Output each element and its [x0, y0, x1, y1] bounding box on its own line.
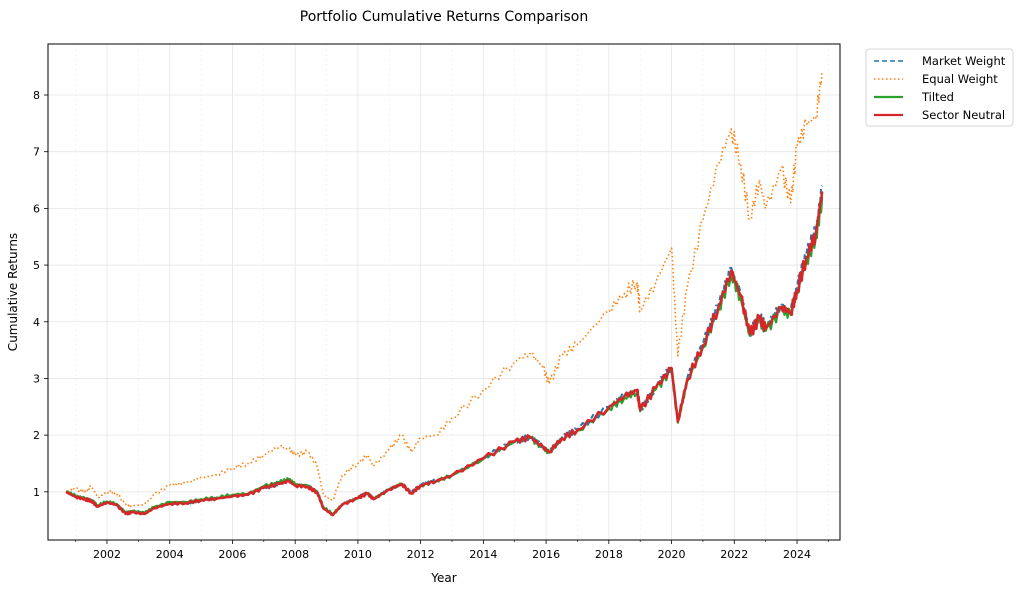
- series-line-tilted: [65, 197, 824, 515]
- y-tick-label: 3: [33, 372, 40, 385]
- y-tick-label: 7: [33, 146, 40, 159]
- series-line-market-weight: [65, 185, 823, 516]
- series-line-equal-weight: [65, 72, 823, 508]
- x-tick-label: 2024: [783, 548, 811, 561]
- legend: Market Weight Equal Weight Tilted Sector Ne…: [865, 48, 1014, 127]
- x-tick-label: 2018: [595, 548, 623, 561]
- x-tick-label: 2012: [407, 548, 435, 561]
- plot-frame: [47, 43, 841, 541]
- y-tick-label: 1: [33, 486, 40, 499]
- x-tick-label: 2020: [658, 548, 686, 561]
- y-tick-label: 5: [33, 259, 40, 272]
- legend-label: Sector Neutral: [922, 108, 1005, 122]
- x-tick-label: 2010: [344, 548, 372, 561]
- x-tick-label: 2014: [469, 548, 497, 561]
- x-tick-label: 2006: [218, 548, 246, 561]
- y-tick-label: 4: [33, 316, 40, 329]
- grid: [48, 44, 840, 540]
- y-tick-label: 2: [33, 429, 40, 442]
- x-tick-label: 2002: [93, 548, 121, 561]
- y-axis-label: Cumulative Returns: [6, 233, 20, 351]
- series-line-sector-neutral: [65, 191, 824, 517]
- legend-label: Tilted: [921, 90, 954, 104]
- x-tick-label: 2022: [720, 548, 748, 561]
- x-tick-label: 2008: [281, 548, 309, 561]
- legend-label: Equal Weight: [922, 72, 998, 86]
- series-lines: [65, 72, 824, 517]
- x-tick-label: 2004: [156, 548, 184, 561]
- y-tick-label: 6: [33, 202, 40, 215]
- x-tick-label: 2016: [532, 548, 560, 561]
- axis-ticks: 2002 2004 2006 2008 2010 2012 2014 2016 2018 2020…: [33, 89, 829, 561]
- legend-frame: [865, 48, 1014, 127]
- y-tick-label: 8: [33, 89, 40, 102]
- x-axis-label: Year: [430, 571, 456, 585]
- legend-label: Market Weight: [922, 54, 1006, 68]
- chart-title: Portfolio Cumulative Returns Comparison: [300, 9, 588, 25]
